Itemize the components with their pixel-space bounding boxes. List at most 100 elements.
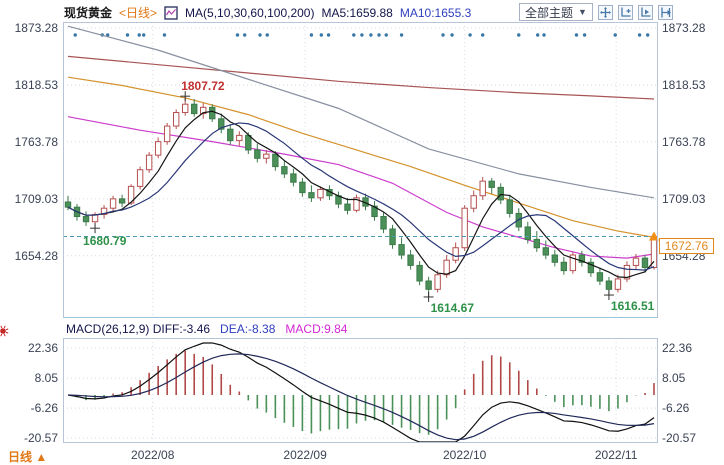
starburst-ray — [0, 325, 3, 329]
event-dot — [377, 33, 381, 37]
event-dot — [105, 33, 110, 37]
candle-body — [353, 197, 360, 211]
candle-down — [587, 258, 595, 277]
event-dot — [645, 33, 650, 37]
candle-up — [317, 186, 324, 201]
pan-mode-button[interactable] — [597, 4, 613, 20]
event-dot — [162, 33, 167, 37]
candle-body — [154, 141, 162, 156]
ma200-line — [67, 55, 655, 100]
candle-body — [281, 166, 288, 175]
candle-up — [470, 190, 477, 213]
candle-body — [434, 274, 441, 290]
event-dot — [326, 33, 331, 37]
candle-up — [461, 205, 468, 251]
event-dot — [360, 33, 364, 37]
axis-play-icon — [641, 7, 651, 17]
event-dot — [468, 33, 472, 37]
candle-up — [163, 122, 171, 145]
event-dot — [352, 33, 356, 37]
candle-up — [614, 274, 622, 293]
starburst-ray — [5, 331, 9, 334]
candle-body — [200, 106, 207, 115]
candle-down — [533, 231, 540, 252]
event-dot — [319, 33, 324, 37]
candle-body — [109, 198, 117, 209]
candle-down — [542, 240, 550, 260]
event-dot — [309, 33, 314, 37]
theme-dropdown[interactable]: 全部主题 ▼ — [519, 3, 593, 21]
ma-settings-label: MA(5,10,30,60,100,200) — [185, 5, 315, 20]
candle-down — [371, 200, 378, 221]
indicator-chart-icon[interactable] — [164, 5, 178, 20]
event-dot — [369, 33, 373, 37]
zoom-in-axis-button[interactable] — [617, 4, 633, 20]
event-dot — [258, 33, 262, 37]
candle-down — [380, 212, 387, 234]
macd-value-label: MACD:9.84 — [285, 322, 348, 336]
candle-body — [470, 195, 477, 209]
candle-down — [560, 257, 568, 275]
theme-dropdown-label: 全部主题 — [525, 5, 574, 20]
event-dot — [265, 33, 269, 37]
event-dot — [450, 33, 454, 37]
macd-dea-line — [67, 353, 655, 441]
indicator-settings-icon[interactable] — [0, 325, 9, 337]
candle-body — [236, 134, 243, 142]
candle-body — [542, 247, 550, 256]
event-dot — [125, 33, 130, 37]
chevron-down-icon: ▼ — [578, 7, 587, 17]
event-dots — [73, 33, 650, 37]
candle-body — [425, 280, 432, 290]
period-tag: <日线> — [119, 6, 158, 20]
event-dot — [481, 33, 485, 37]
event-dot — [243, 33, 247, 37]
candle-down — [407, 249, 414, 270]
macd-diff-label: MACD(26,12,9) DIFF:-3.46 — [66, 322, 211, 336]
candle-up — [236, 131, 243, 146]
candle-down — [416, 261, 423, 286]
event-dot — [574, 33, 579, 37]
candle-down — [191, 99, 198, 117]
candle-body — [209, 106, 216, 120]
candle-down — [497, 183, 504, 205]
candle-body — [569, 254, 577, 272]
candle-body — [479, 180, 486, 197]
candle-body — [64, 201, 72, 208]
candle-up — [434, 270, 441, 293]
candle-body — [218, 118, 225, 130]
candle-down — [218, 113, 225, 134]
period-selector[interactable]: 日线 ▲ — [8, 450, 48, 464]
ma5-value-label: MA5:1659.88 — [321, 5, 393, 20]
candle-down — [281, 160, 288, 179]
current-price-arrow — [649, 231, 659, 241]
candle-down — [578, 250, 586, 267]
candle-down — [290, 168, 297, 187]
scroll-right-button[interactable] — [657, 4, 673, 20]
event-dot — [235, 33, 240, 37]
candle-down — [524, 221, 531, 244]
candle-body — [254, 149, 261, 159]
candle-body — [605, 280, 613, 290]
candle-down — [272, 151, 279, 171]
event-dot — [582, 33, 587, 37]
event-dot — [73, 33, 77, 37]
candle-body — [82, 216, 90, 223]
starburst-ray — [3, 333, 6, 337]
candle-up — [479, 177, 486, 200]
ma10-line — [67, 122, 655, 271]
event-dot — [517, 33, 521, 37]
zoom-out-axis-button[interactable] — [637, 4, 653, 20]
macd-dea-label: DEA:-8.38 — [220, 322, 276, 336]
current-price-box: 1672.76 — [659, 238, 714, 254]
extreme-markers — [90, 91, 614, 302]
macd-diff-line — [67, 342, 655, 443]
candle-up — [154, 137, 162, 159]
candle-down — [398, 237, 405, 260]
candle-up — [632, 253, 640, 270]
candle-down — [308, 185, 315, 202]
candle-body — [118, 198, 126, 204]
candle-body — [172, 112, 180, 127]
